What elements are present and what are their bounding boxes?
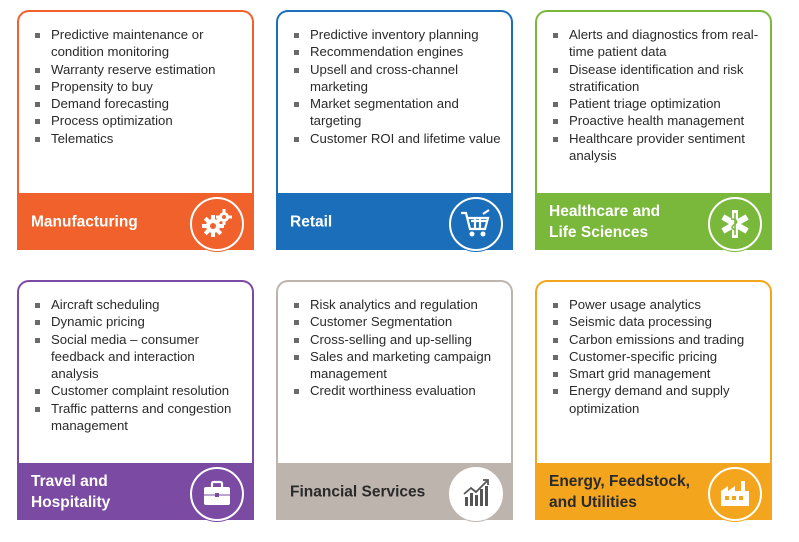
industry-title: Travel and Hospitality [31,471,110,513]
industry-card: Risk analytics and regulation Customer Se… [276,280,513,521]
use-case-item: Seismic data processing [551,313,762,330]
use-case-item: Smart grid management [551,365,762,382]
industry-title-line: Energy, Feedstock, [549,472,690,490]
use-case-item: Healthcare provider sentiment analysis [551,130,762,165]
use-case-item: Dynamic pricing [33,313,244,330]
use-case-item: Aircraft scheduling [33,296,244,313]
use-case-item: Predictive maintenance or condition moni… [33,26,244,61]
industry-card: Predictive inventory planning Recommendat… [276,10,513,251]
briefcase-icon [190,467,244,521]
use-case-item: Sales and marketing campaign management [292,348,503,383]
use-case-item: Patient triage optimization [551,95,762,112]
use-case-item: Customer Segmentation [292,313,503,330]
use-case-list: Alerts and diagnostics from real-time pa… [551,26,762,164]
use-case-item: Upsell and cross-channel marketing [292,61,503,96]
industry-title-line: Manufacturing [31,213,138,230]
gears-icon [190,197,244,251]
use-case-item: Demand forecasting [33,95,244,112]
use-case-item: Proactive health management [551,112,762,129]
use-case-item: Propensity to buy [33,78,244,95]
industry-title-line: and Utilities [549,493,637,511]
industry-title-line: Retail [290,213,333,230]
industry-title-line: Life Sciences [549,223,649,241]
use-case-item: Recommendation engines [292,43,503,60]
industry-title-line: Hospitality [31,493,111,511]
industry-title: Financial Services [290,481,425,502]
use-case-item: Cross-selling and up-selling [292,331,503,348]
use-case-list-container: Risk analytics and regulation Customer Se… [278,282,511,463]
use-case-item: Social media – consumer feedback and int… [33,331,244,383]
use-case-list: Predictive maintenance or condition moni… [33,26,244,147]
use-case-item: Alerts and diagnostics from real-time pa… [551,26,762,61]
industry-band: Energy, Feedstock, and Utilities [535,463,772,521]
use-case-list-container: Predictive inventory planning Recommendat… [278,12,511,193]
industry-title-line: Travel and [31,472,108,490]
use-case-list-container: Power usage analytics Seismic data proces… [537,282,770,463]
use-case-item: Risk analytics and regulation [292,296,503,313]
bar-chart-icon [449,467,503,521]
industry-band: Healthcare and Life Sciences [535,193,772,251]
industry-title: Energy, Feedstock, and Utilities [549,471,690,513]
use-case-list: Power usage analytics Seismic data proces… [551,296,762,417]
industry-card: Alerts and diagnostics from real-time pa… [535,10,772,251]
use-case-item: Carbon emissions and trading [551,331,762,348]
use-case-item: Energy demand and supply optimization [551,382,762,417]
use-case-item: Disease identification and risk stratifi… [551,61,762,96]
industry-title-line: Financial Services [290,483,426,500]
use-case-item: Warranty reserve estimation [33,61,244,78]
industry-card: Power usage analytics Seismic data proces… [535,280,772,521]
use-case-item: Credit worthiness evaluation [292,382,503,399]
factory-icon [708,467,762,521]
use-case-item: Telematics [33,130,244,147]
use-case-list: Risk analytics and regulation Customer Se… [292,296,503,400]
shopping-cart-icon [449,197,503,251]
industry-band: Manufacturing [17,193,254,251]
industry-title-line: Healthcare and [549,202,661,220]
medical-caduceus-icon [708,197,762,251]
use-case-list-container: Predictive maintenance or condition moni… [19,12,252,193]
use-case-item: Customer-specific pricing [551,348,762,365]
industry-card: Aircraft scheduling Dynamic pricing Social… [17,280,254,521]
use-case-list: Predictive inventory planning Recommendat… [292,26,503,147]
use-case-list-container: Aircraft scheduling Dynamic pricing Social… [19,282,252,463]
use-case-item: Customer ROI and lifetime value [292,130,503,147]
use-case-item: Process optimization [33,112,244,129]
use-case-item: Market segmentation and targeting [292,95,503,130]
industry-band: Travel and Hospitality [17,463,254,521]
industry-band: Retail [276,193,513,251]
use-case-item: Power usage analytics [551,296,762,313]
industry-band: Financial Services [276,463,513,521]
use-case-item: Predictive inventory planning [292,26,503,43]
use-case-list: Aircraft scheduling Dynamic pricing Social… [33,296,244,434]
use-case-list-container: Alerts and diagnostics from real-time pa… [537,12,770,193]
use-case-item: Traffic patterns and congestion manageme… [33,400,244,435]
use-case-item: Customer complaint resolution [33,382,244,399]
industry-title: Manufacturing [31,211,138,232]
industry-title: Healthcare and Life Sciences [549,201,660,243]
industry-card: Predictive maintenance or condition moni… [17,10,254,251]
industry-title: Retail [290,211,332,232]
